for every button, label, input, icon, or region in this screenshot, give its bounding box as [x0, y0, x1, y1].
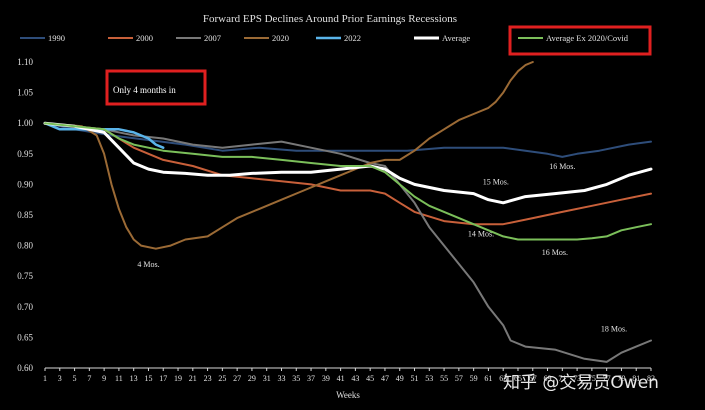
y-tick-label: 0.65 [17, 332, 33, 342]
x-tick-label: 29 [248, 374, 256, 383]
x-tick-label: 19 [174, 374, 182, 383]
watermark: 知乎 @交易员Owen [503, 373, 659, 393]
series-layer [43, 61, 653, 363]
x-tick-label: 57 [455, 374, 463, 383]
chart-title: Forward EPS Declines Around Prior Earnin… [203, 13, 457, 25]
x-tick-label: 37 [307, 374, 315, 383]
y-tick-label: 0.60 [17, 363, 33, 373]
x-tick-label: 23 [204, 374, 212, 383]
y-tick-label: 1.05 [17, 88, 33, 98]
x-tick-label: 61 [484, 374, 492, 383]
annotation-label: 4 Mos. [137, 260, 159, 269]
annotation-label: 16 Mos. [549, 162, 575, 171]
series-line-2007 [44, 122, 652, 363]
annotation-label: 16 Mos. [542, 248, 568, 257]
x-tick-label: 1 [43, 374, 47, 383]
y-tick-label: 1.00 [17, 118, 33, 128]
annotation-label: 15 Mos. [483, 177, 509, 186]
x-tick-label: 39 [322, 374, 330, 383]
series-line-average [43, 121, 653, 205]
x-tick-label: 13 [130, 374, 138, 383]
x-tick-label: 51 [411, 374, 419, 383]
x-tick-label: 31 [263, 374, 271, 383]
x-tick-label: 81 [632, 374, 640, 383]
series-line-2020 [44, 61, 534, 250]
y-tick-label: 1.10 [17, 57, 33, 67]
x-tick-label: 75 [588, 374, 596, 383]
y-tick-label: 0.70 [17, 302, 33, 312]
x-tick-label: 21 [189, 374, 197, 383]
series-line-2022 [43, 121, 165, 149]
x-tick-label: 71 [558, 374, 566, 383]
x-tick-label: 7 [87, 374, 91, 383]
annotation-label: 14 Mos. [468, 229, 494, 238]
x-tick-label: 3 [58, 374, 62, 383]
legend-label: 1990 [48, 33, 65, 43]
y-tick-label: 0.95 [17, 149, 33, 159]
legend-highlight-box [508, 25, 652, 56]
legend-label: 2000 [136, 33, 153, 43]
annotation-label: 18 Mos. [601, 324, 627, 333]
legend-label: 2022 [344, 33, 361, 43]
annotations: Only 4 months in 4 Mos. 14 Mos. 15 Mos. 16 M… [105, 69, 627, 333]
legend-label: 2020 [272, 33, 289, 43]
x-tick-label: 59 [470, 374, 478, 383]
x-tick-label: 27 [233, 374, 241, 383]
legend: 1990 2000 2007 2020 2022 Average Average Ex 20… [20, 25, 652, 56]
axes: 0.60 0.65 0.70 0.75 0.80 0.85 0.90 0.95 1.00 1.05… [17, 57, 655, 383]
x-tick-label: 63 [499, 374, 507, 383]
legend-label: Average [442, 33, 470, 43]
x-tick-label: 45 [366, 374, 374, 383]
x-tick-label: 43 [351, 374, 359, 383]
y-tick-label: 0.75 [17, 271, 33, 281]
y-tick-label: 0.85 [17, 210, 33, 220]
x-tick-label: 5 [73, 374, 77, 383]
x-tick-label: 55 [440, 374, 448, 383]
y-tick-label: 0.80 [17, 241, 33, 251]
legend-label: Average Ex 2020/Covid [546, 33, 629, 43]
x-tick-label: 9 [102, 374, 106, 383]
series-line-1990 [44, 122, 652, 158]
x-tick-label: 47 [381, 374, 389, 383]
x-tick-label: 11 [115, 374, 123, 383]
legend-label: 2007 [204, 33, 221, 43]
x-tick-label: 15 [144, 374, 152, 383]
y-tick-label: 0.90 [17, 179, 33, 189]
series-line-average-ex-2020-covid [44, 122, 652, 241]
x-tick-label: 35 [292, 374, 300, 383]
x-axis-label: Weeks [336, 390, 360, 400]
x-tick-label: 33 [277, 374, 285, 383]
x-tick-label: 83 [647, 374, 655, 383]
x-tick-label: 69 [544, 374, 552, 383]
x-tick-label: 67 [529, 374, 537, 383]
x-tick-label: 49 [396, 374, 404, 383]
x-tick-label: 41 [337, 374, 345, 383]
x-tick-label: 65 [514, 374, 522, 383]
x-tick-label: 17 [159, 374, 167, 383]
series-line-2000 [44, 122, 652, 226]
x-tick-label: 77 [603, 374, 611, 383]
x-tick-label: 53 [425, 374, 433, 383]
annotation-label: Only 4 months in [113, 85, 176, 95]
x-tick-label: 25 [218, 374, 226, 383]
annotation-box [105, 69, 207, 106]
x-tick-label: 79 [617, 374, 625, 383]
x-tick-label: 73 [573, 374, 581, 383]
